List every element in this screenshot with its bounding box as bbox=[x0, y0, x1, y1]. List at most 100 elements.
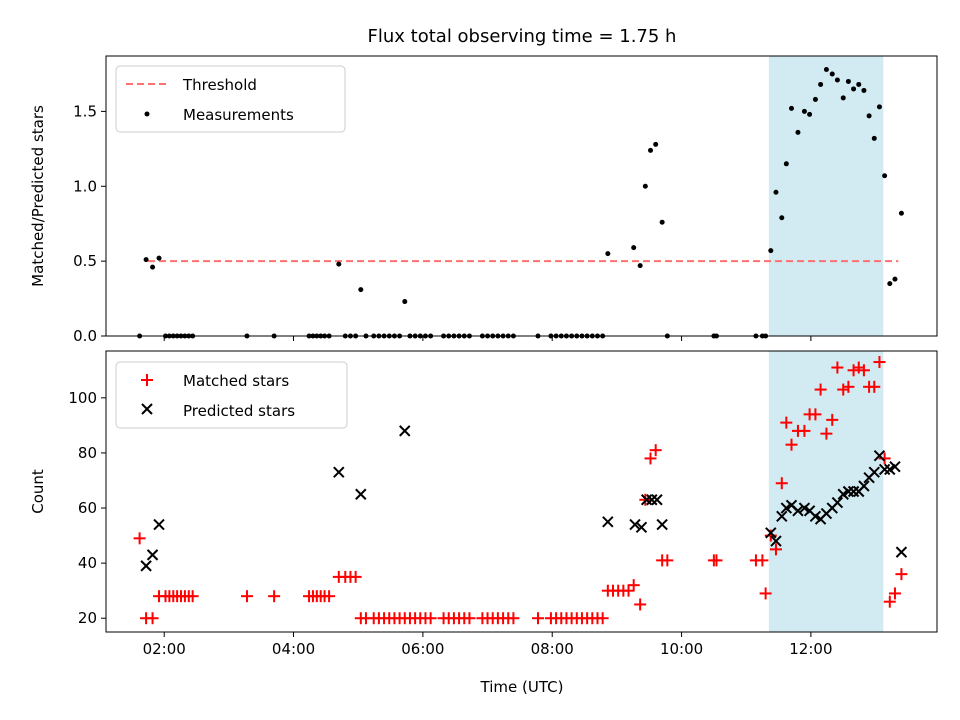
measurement-point bbox=[336, 261, 342, 267]
y-axis-ticks-bottom: 20 40 60 80 100 bbox=[68, 389, 106, 627]
matched-star-point bbox=[785, 438, 798, 451]
predicted-star-point bbox=[640, 494, 653, 506]
axes-frame-top bbox=[105, 55, 938, 337]
measurement-point bbox=[795, 129, 801, 135]
matched-star-point bbox=[268, 590, 281, 603]
x-axis-label-time: Time (UTC) bbox=[480, 678, 564, 696]
legend-matched-label: Matched stars bbox=[183, 372, 289, 390]
matched-star-point bbox=[873, 356, 886, 369]
matched-star-point bbox=[831, 361, 844, 374]
matched-star-point bbox=[649, 444, 662, 457]
x-axis-ticks-top bbox=[163, 336, 812, 341]
legend-measurements-swatch bbox=[144, 111, 150, 117]
measurement-point bbox=[788, 105, 794, 111]
chart-title: Flux total observing time = 1.75 h bbox=[368, 26, 677, 47]
matched-star-point bbox=[634, 598, 647, 611]
matched-star-point bbox=[847, 364, 860, 377]
matched-star-point bbox=[146, 612, 159, 625]
matched-star-point bbox=[857, 364, 870, 377]
matched-star-point bbox=[627, 579, 640, 592]
matched-star-point bbox=[463, 612, 476, 625]
predicted-star-point bbox=[858, 480, 870, 492]
matched-star-point bbox=[756, 554, 769, 567]
matched-star-point bbox=[883, 595, 896, 608]
legend-matched-swatch bbox=[141, 374, 153, 386]
x-tick-label: 04:00 bbox=[272, 640, 315, 658]
y-tick-label: 40 bbox=[78, 554, 97, 572]
highlight-span-top bbox=[768, 56, 884, 336]
legend-measurements-label: Measurements bbox=[183, 106, 294, 124]
measurement-point bbox=[898, 210, 904, 216]
count-points bbox=[133, 356, 908, 625]
predicted-star-point bbox=[140, 560, 152, 572]
matched-star-point bbox=[661, 554, 674, 567]
x-tick-label: 08:00 bbox=[531, 640, 574, 658]
predicted-star-point bbox=[792, 505, 804, 517]
y-tick-label: 1.5 bbox=[73, 102, 97, 120]
legend-top: Threshold Measurements bbox=[115, 65, 346, 133]
legend-box bbox=[115, 361, 348, 429]
measurement-point bbox=[834, 77, 840, 83]
y-axis-ticks-top: 0.0 0.5 1.0 1.5 bbox=[73, 102, 106, 345]
predicted-star-point bbox=[776, 510, 788, 523]
matched-star-point bbox=[895, 568, 908, 581]
predicted-star-point bbox=[831, 496, 844, 509]
flux-ratio-panel: Flux total observing time = 1.75 h Match… bbox=[29, 26, 938, 345]
matched-star-point bbox=[424, 612, 437, 625]
matched-star-point bbox=[531, 612, 544, 625]
predicted-star-point bbox=[847, 485, 860, 498]
measurement-point bbox=[866, 113, 872, 119]
predicted-star-point bbox=[868, 466, 880, 478]
matched-star-point bbox=[133, 532, 146, 545]
y-tick-label: 0.0 bbox=[73, 327, 97, 345]
measurement-point bbox=[143, 257, 149, 263]
predicted-star-point bbox=[146, 549, 159, 561]
measurement-point bbox=[648, 147, 654, 153]
measurement-point bbox=[637, 263, 643, 269]
matched-star-point bbox=[710, 554, 723, 567]
measurement-point bbox=[642, 183, 648, 189]
matched-star-point bbox=[240, 590, 253, 603]
measurement-point bbox=[156, 255, 162, 261]
matched-star-point bbox=[837, 383, 850, 396]
predicted-star-point bbox=[646, 494, 658, 506]
legend-predicted-swatch bbox=[141, 403, 153, 415]
predicted-star-point bbox=[770, 535, 782, 547]
matched-star-point bbox=[809, 408, 822, 421]
legend-box bbox=[115, 65, 346, 133]
matched-star-point bbox=[349, 570, 362, 583]
measurement-point bbox=[882, 173, 888, 179]
x-axis-ticks-bottom: 02:00 04:00 06:00 08:00 10:00 12:00 bbox=[143, 632, 833, 658]
measurement-point bbox=[659, 219, 665, 225]
x-tick-label: 12:00 bbox=[789, 640, 832, 658]
y-tick-label: 20 bbox=[78, 609, 97, 627]
measurement-point bbox=[829, 71, 835, 77]
predicted-star-point bbox=[873, 449, 886, 462]
measurement-point bbox=[150, 264, 156, 270]
predicted-star-point bbox=[635, 521, 648, 534]
measurement-point bbox=[856, 81, 862, 87]
matched-star-point bbox=[878, 452, 891, 465]
measurement-point bbox=[402, 299, 408, 305]
matched-star-point bbox=[888, 587, 901, 600]
matched-star-point bbox=[769, 543, 782, 556]
highlight-span-rect bbox=[768, 351, 884, 632]
y-tick-label: 60 bbox=[78, 499, 97, 517]
x-tick-label: 02:00 bbox=[143, 640, 186, 658]
y-tick-label: 1.0 bbox=[73, 177, 97, 195]
y-tick-label: 100 bbox=[68, 389, 97, 407]
predicted-star-point bbox=[895, 546, 908, 558]
matched-star-point bbox=[820, 427, 833, 440]
y-axis-label-count: Count bbox=[29, 469, 47, 514]
measurement-point bbox=[892, 276, 898, 282]
matched-star-point bbox=[868, 380, 881, 393]
matched-star-point bbox=[775, 477, 788, 490]
measurement-point bbox=[887, 281, 893, 287]
matched-star-point bbox=[814, 383, 827, 396]
measurement-point bbox=[871, 135, 877, 141]
measurement-point bbox=[773, 189, 779, 195]
measurement-point bbox=[818, 81, 824, 87]
predicted-star-point bbox=[153, 518, 165, 531]
x-tick-label: 10:00 bbox=[660, 640, 703, 658]
measurement-point bbox=[823, 66, 829, 72]
